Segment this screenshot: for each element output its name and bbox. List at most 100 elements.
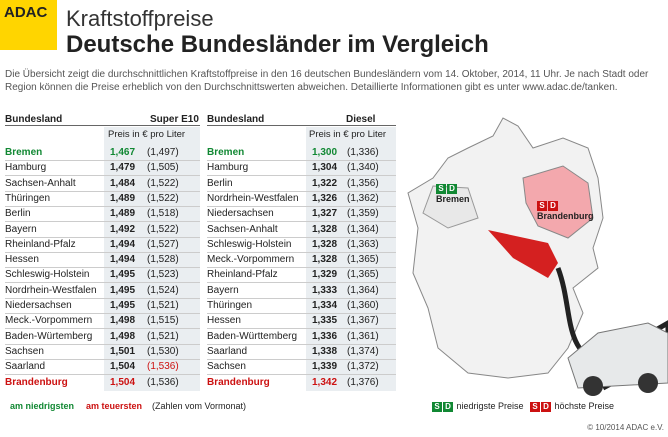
previous-price: (1,336) (347, 147, 379, 158)
wheel (638, 373, 658, 393)
region-name: Bayern (5, 223, 37, 235)
previous-price: (1,530) (147, 345, 179, 357)
legend-text: niedrigste Preise (456, 401, 524, 411)
row-rule (207, 221, 396, 223)
row-rule (5, 175, 200, 177)
region-name: Hamburg (5, 162, 47, 174)
previous-price: (1,363) (347, 238, 379, 250)
price: 1,489 (110, 208, 136, 220)
row-rule (207, 313, 396, 314)
badge: S (432, 402, 442, 412)
previous-price: (1,521) (147, 300, 179, 311)
row-rule (5, 343, 200, 345)
region-name: Bremen (207, 147, 245, 158)
row-rule (5, 297, 200, 299)
previous-price: (1,361) (347, 330, 379, 342)
previous-price: (1,340) (347, 162, 379, 174)
region-name: Baden-Würtemberg (5, 330, 93, 342)
previous-price: (1,374) (347, 345, 379, 357)
price: 1,328 (312, 238, 338, 250)
column-header: Super E10 (150, 114, 199, 125)
row-rule (207, 282, 396, 284)
price: 1,498 (110, 315, 136, 327)
row-rule (207, 251, 396, 253)
column-bg (104, 127, 200, 391)
row-rule (5, 160, 200, 161)
row-rule (5, 236, 200, 238)
row-rule (207, 297, 396, 299)
price: 1,489 (110, 192, 136, 204)
price: 1,342 (312, 376, 338, 388)
price: 1,328 (312, 254, 338, 266)
previous-price: (1,364) (347, 284, 379, 296)
region-name: Sachsen-Anhalt (5, 177, 76, 189)
previous-price: (1,522) (147, 223, 179, 235)
badge: D (548, 201, 558, 211)
price: 1,501 (110, 345, 136, 357)
row-rule (207, 236, 396, 238)
previous-price: (1,518) (147, 208, 179, 220)
badge: S (530, 402, 540, 412)
region-label: Bremen (436, 194, 470, 204)
price: 1,300 (312, 147, 338, 158)
price: 1,495 (110, 284, 136, 296)
column-header: Diesel (346, 114, 376, 125)
badge: D (443, 402, 453, 412)
previous-price: (1,527) (147, 238, 179, 250)
previous-price: (1,364) (347, 223, 379, 235)
row-rule (5, 251, 200, 253)
previous-price: (1,367) (347, 315, 379, 327)
region-name: Sachsen (207, 361, 246, 373)
previous-price: (1,505) (147, 162, 179, 174)
price: 1,322 (312, 177, 338, 189)
previous-price: (1,524) (147, 284, 179, 296)
row-rule (207, 190, 396, 192)
price: 1,327 (312, 208, 338, 220)
region-name: Thüringen (207, 300, 253, 311)
previous-price: (1,362) (347, 192, 379, 204)
region-name: Nordrhein-Westfalen (5, 284, 97, 296)
previous-price: (1,360) (347, 300, 379, 311)
region-name: Sachsen-Anhalt (207, 223, 278, 235)
region-name: Niedersachsen (5, 300, 72, 311)
title: Kraftstoffpreise (66, 6, 214, 31)
previous-price: (1,365) (347, 254, 379, 266)
logo: ADAC (0, 0, 57, 50)
previous-price: (1,536) (147, 376, 179, 388)
region-name: Thüringen (5, 192, 51, 204)
price: 1,338 (312, 345, 338, 357)
region-name: Hamburg (207, 162, 249, 174)
nozzle (488, 230, 558, 278)
legend-text: höchste Preise (554, 401, 615, 411)
price: 1,504 (110, 361, 136, 373)
bremen-region (422, 185, 479, 229)
region-name: Berlin (5, 208, 31, 220)
previous-price: (1,497) (147, 147, 179, 158)
previous-price: (1,359) (347, 208, 379, 220)
price: 1,492 (110, 223, 136, 235)
price: 1,326 (312, 192, 338, 204)
badge: D (447, 184, 457, 194)
region-name: Brandenburg (207, 376, 270, 388)
region-name: Saarland (5, 361, 46, 373)
price: 1,484 (110, 177, 136, 189)
region-name: Bremen (5, 147, 43, 158)
map (407, 117, 668, 396)
note: (Zahlen vom Vormonat) (152, 401, 247, 411)
badge: S (436, 184, 446, 194)
price: 1,328 (312, 223, 338, 235)
car (567, 322, 668, 389)
price: 1,494 (110, 254, 136, 266)
previous-price: (1,515) (147, 315, 179, 327)
row-rule (5, 267, 200, 269)
row-rule (5, 328, 200, 330)
row-rule (207, 175, 396, 177)
price: 1,494 (110, 238, 136, 250)
row-rule (5, 221, 200, 223)
price: 1,304 (312, 162, 338, 174)
row-rule (207, 328, 396, 330)
